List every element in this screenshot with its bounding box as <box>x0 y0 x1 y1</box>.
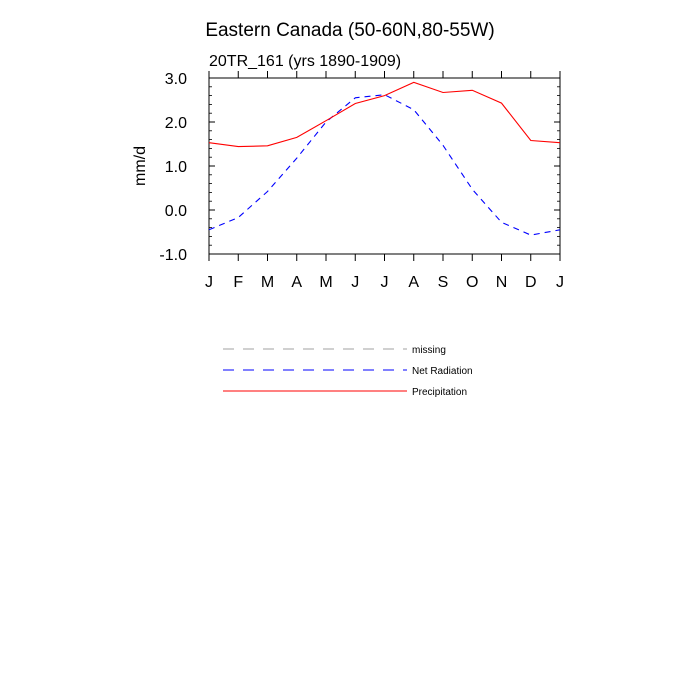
y-axis-label: mm/d <box>132 146 149 186</box>
x-tick-label: J <box>351 274 359 291</box>
legend-label-missing: missing <box>412 345 446 356</box>
x-tick-label: M <box>261 274 274 291</box>
x-tick-label: D <box>525 274 537 291</box>
x-tick-label: J <box>205 274 213 291</box>
x-tick-label: A <box>291 274 302 291</box>
plot-frame <box>208 77 561 255</box>
x-tick-label: J <box>381 274 389 291</box>
data-point-net-radiation <box>471 188 474 191</box>
x-tick-label: M <box>319 274 332 291</box>
series-line-precipitation <box>208 81 561 148</box>
y-tick-label: 3.0 <box>165 71 187 88</box>
legend-label-precipitation: Precipitation <box>412 387 467 398</box>
x-tick-label: S <box>438 274 449 291</box>
data-point-net-radiation <box>529 234 532 237</box>
chart-subtitle: 20TR_161 (yrs 1890-1909) <box>209 53 401 70</box>
data-point-net-radiation <box>412 108 415 111</box>
x-tick-label: J <box>556 274 564 291</box>
data-point-net-radiation <box>500 221 503 224</box>
x-tick-label: A <box>408 274 419 291</box>
x-tick-label: F <box>233 274 243 291</box>
legend: missing Net Radiation Precipitation <box>223 345 473 398</box>
y-tick-label: 0.0 <box>165 203 187 220</box>
legend-label-net-radiation: Net Radiation <box>412 366 473 377</box>
x-tick-label: O <box>466 274 478 291</box>
y-tick-label: 2.0 <box>165 115 187 132</box>
plot-area: 3.02.01.00.0-1.0J F M A M J J A S O N D J <box>159 71 564 291</box>
y-tick-label: 1.0 <box>165 159 187 176</box>
x-tick-label: N <box>496 274 508 291</box>
series-line-net-radiation <box>208 94 561 236</box>
chart-title: Eastern Canada (50-60N,80-55W) <box>205 20 494 41</box>
y-tick-label: -1.0 <box>159 247 187 264</box>
